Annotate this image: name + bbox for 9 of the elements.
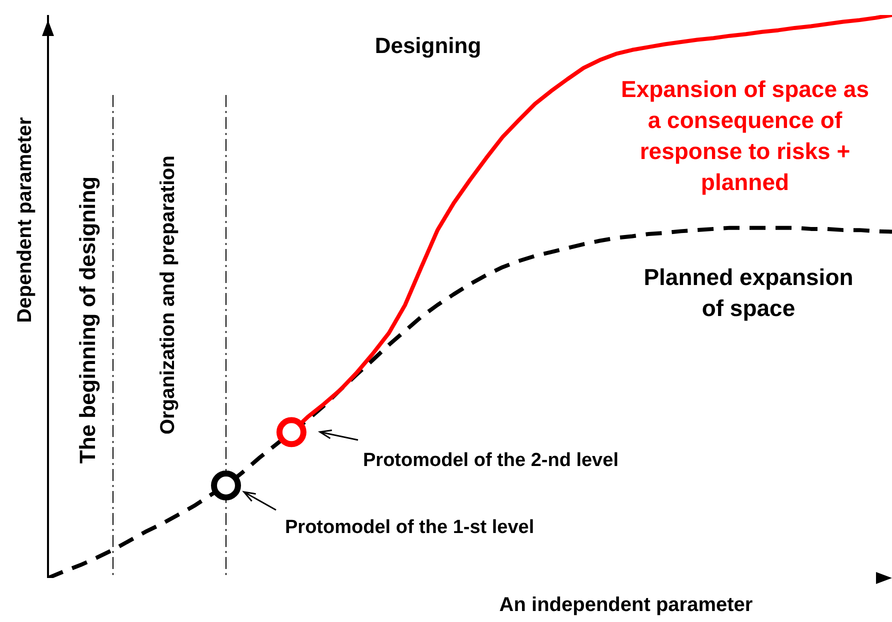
annotation: The beginning of designing	[74, 175, 101, 466]
annotation: Protomodel of the 2-nd level	[363, 450, 618, 472]
series-label: Expansion of space as a consequence of response to risks + planned	[620, 75, 870, 197]
annotation: Organization and preparation	[156, 154, 180, 436]
y-axis-title: Dependent parameter	[13, 116, 37, 325]
series-label: Planned expansion of space	[642, 263, 854, 323]
annotation: Designing	[374, 33, 482, 59]
x-axis-title: An independent parameter	[498, 594, 754, 617]
annotation: Protomodel of the 1-st level	[285, 517, 534, 539]
